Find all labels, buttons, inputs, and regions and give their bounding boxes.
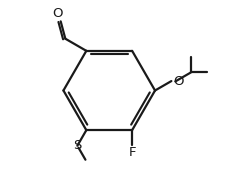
Text: F: F — [128, 146, 136, 159]
Text: O: O — [173, 75, 183, 88]
Text: O: O — [52, 7, 63, 20]
Text: S: S — [73, 139, 81, 152]
